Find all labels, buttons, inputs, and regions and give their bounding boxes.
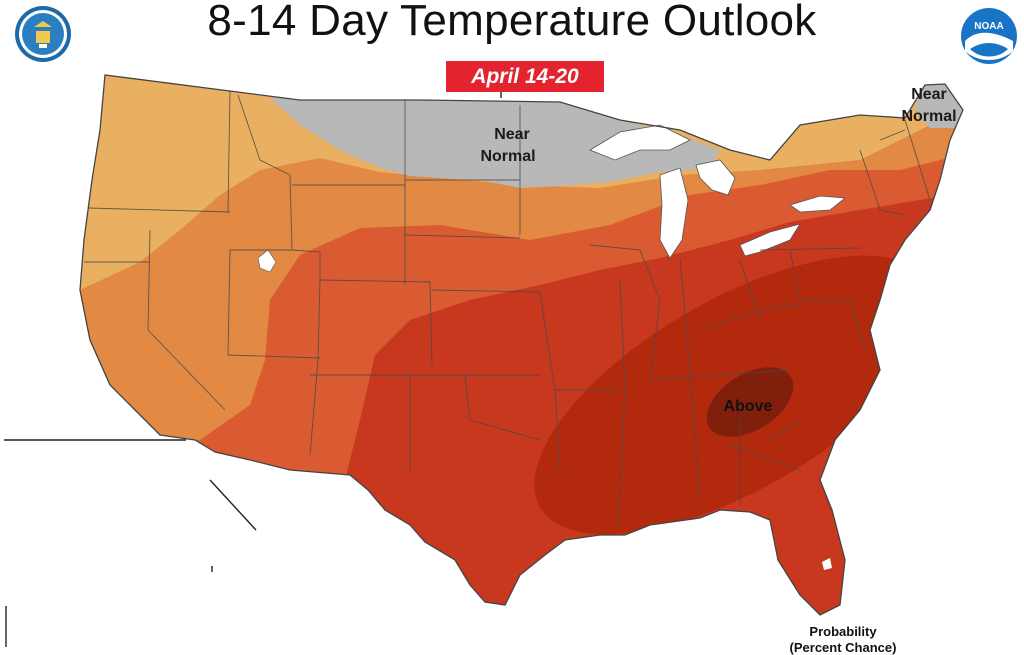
near-normal-ne-label-2: Normal xyxy=(901,108,956,125)
state-borders xyxy=(84,89,931,526)
svg-text:NOAA: NOAA xyxy=(974,21,1003,32)
us-outline xyxy=(79,74,964,616)
legend-subtitle: (Percent Chance) xyxy=(789,640,897,655)
noaa-logo-icon: NOAA xyxy=(960,7,1018,65)
date-range-badge: April 14-20 xyxy=(446,61,604,92)
near-normal-north-label-1: Near xyxy=(494,126,530,143)
lake-okeechobee xyxy=(822,558,832,570)
commerce-seal-icon xyxy=(14,5,72,63)
great-lakes xyxy=(589,124,847,259)
page-title: 8-14 Day Temperature Outlook xyxy=(207,0,817,45)
near-normal-north-label-2: Normal xyxy=(480,148,535,165)
near-normal-ne-label-1: Near xyxy=(911,86,947,103)
band-80-90 xyxy=(706,367,794,437)
inset-border-lines xyxy=(4,439,257,647)
above-label: Above xyxy=(724,398,773,415)
legend-title: Probability xyxy=(809,624,877,639)
great-salt-lake xyxy=(257,249,277,273)
